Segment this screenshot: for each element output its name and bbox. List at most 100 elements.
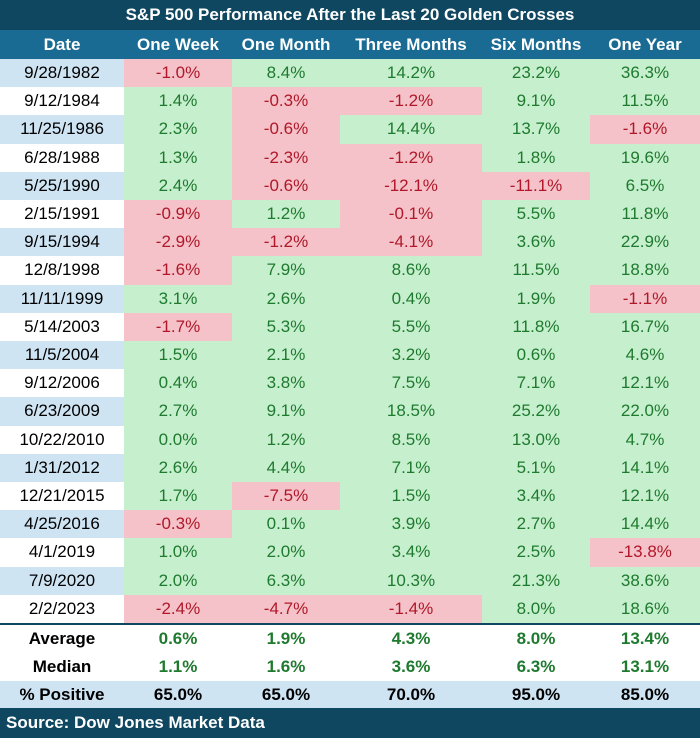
summary-value-positive: 85.0% — [590, 681, 700, 708]
return-cell: 10.3% — [340, 566, 482, 595]
return-cell: 8.5% — [340, 425, 482, 454]
return-cell: 13.7% — [482, 115, 590, 144]
column-header-one-year: One Year — [590, 30, 700, 59]
table-title: S&P 500 Performance After the Last 20 Go… — [0, 0, 700, 30]
return-cell: 4.4% — [232, 453, 340, 482]
return-cell: 1.2% — [232, 200, 340, 229]
return-cell: 1.0% — [124, 538, 232, 567]
return-cell: 0.4% — [124, 369, 232, 398]
return-cell: 0.0% — [124, 425, 232, 454]
return-cell: -12.1% — [340, 171, 482, 200]
return-cell: -2.4% — [124, 594, 232, 623]
return-cell: -0.9% — [124, 200, 232, 229]
return-cell: 8.6% — [340, 256, 482, 285]
row-date-cell: 5/14/2003 — [0, 312, 124, 341]
return-cell: -13.8% — [590, 538, 700, 567]
return-cell: 2.7% — [124, 397, 232, 426]
return-cell: -0.6% — [232, 171, 340, 200]
return-cell: 1.9% — [482, 284, 590, 313]
return-cell: 7.9% — [232, 256, 340, 285]
return-cell: 14.4% — [340, 115, 482, 144]
column-header-six-months: Six Months — [482, 30, 590, 59]
row-date-cell: 4/1/2019 — [0, 538, 124, 567]
summary-value-median: 13.1% — [620, 657, 670, 676]
summary-value-average: 1.9% — [266, 629, 306, 648]
return-cell: 2.1% — [232, 341, 340, 370]
return-cell: -0.3% — [124, 510, 232, 539]
return-cell: 19.6% — [590, 143, 700, 172]
return-cell: 5.1% — [482, 453, 590, 482]
return-cell: -1.6% — [590, 115, 700, 144]
return-cell: 4.7% — [590, 425, 700, 454]
return-cell: -1.7% — [124, 312, 232, 341]
summary-value-positive: 70.0% — [340, 681, 482, 708]
return-cell: 18.6% — [590, 594, 700, 623]
summary-label-average: Average — [28, 629, 96, 648]
return-cell: 7.5% — [340, 369, 482, 398]
summary-value-average: 4.3% — [391, 629, 431, 648]
row-date-cell: 1/31/2012 — [0, 453, 124, 482]
summary-label-positive: % Positive — [0, 681, 124, 708]
row-date-cell: 6/28/1988 — [0, 143, 124, 172]
row-date-cell: 11/11/1999 — [0, 284, 124, 313]
return-cell: -0.3% — [232, 87, 340, 116]
return-cell: 8.0% — [482, 594, 590, 623]
return-cell: 2.5% — [482, 538, 590, 567]
return-cell: 1.5% — [124, 341, 232, 370]
return-cell: -1.1% — [590, 284, 700, 313]
return-cell: -2.3% — [232, 143, 340, 172]
return-cell: 7.1% — [340, 453, 482, 482]
return-cell: 4.6% — [590, 341, 700, 370]
return-cell: 2.6% — [232, 284, 340, 313]
row-date-cell: 12/8/1998 — [0, 256, 124, 285]
summary-value-positive: 65.0% — [232, 681, 340, 708]
return-cell: 0.1% — [232, 510, 340, 539]
return-cell: 22.9% — [590, 228, 700, 257]
summary-value-positive: 95.0% — [482, 681, 590, 708]
summary-value-average: 8.0% — [516, 629, 556, 648]
return-cell: 23.2% — [482, 59, 590, 88]
return-cell: 1.3% — [124, 143, 232, 172]
return-cell: -0.1% — [340, 200, 482, 229]
row-date-cell: 4/25/2016 — [0, 510, 124, 539]
summary-value-median: 6.3% — [516, 657, 556, 676]
return-cell: 2.3% — [124, 115, 232, 144]
column-header-one-month: One Month — [232, 30, 340, 59]
row-date-cell: 6/23/2009 — [0, 397, 124, 426]
return-cell: 6.3% — [232, 566, 340, 595]
return-cell: 7.1% — [482, 369, 590, 398]
row-date-cell: 5/25/1990 — [0, 171, 124, 200]
return-cell: 3.4% — [482, 482, 590, 511]
row-date-cell: 2/15/1991 — [0, 200, 124, 229]
summary-value-average: 13.4% — [620, 629, 670, 648]
return-cell: -1.2% — [340, 87, 482, 116]
row-date-cell: 7/9/2020 — [0, 566, 124, 595]
row-date-cell: 10/22/2010 — [0, 425, 124, 454]
return-cell: 12.1% — [590, 369, 700, 398]
return-cell: 6.5% — [590, 171, 700, 200]
return-cell: 2.0% — [232, 538, 340, 567]
return-cell: 1.4% — [124, 87, 232, 116]
row-date-cell: 11/25/1986 — [0, 115, 124, 144]
return-cell: 11.5% — [590, 87, 700, 116]
summary-value-median: 1.6% — [266, 657, 306, 676]
return-cell: 2.7% — [482, 510, 590, 539]
return-cell: 1.2% — [232, 425, 340, 454]
row-date-cell: 9/12/2006 — [0, 369, 124, 398]
summary-label-median: Median — [32, 657, 92, 676]
return-cell: 18.8% — [590, 256, 700, 285]
return-cell: 1.7% — [124, 482, 232, 511]
return-cell: 1.5% — [340, 482, 482, 511]
return-cell: 14.2% — [340, 59, 482, 88]
return-cell: 14.4% — [590, 510, 700, 539]
return-cell: 8.4% — [232, 59, 340, 88]
return-cell: -1.2% — [340, 143, 482, 172]
row-date-cell: 11/5/2004 — [0, 341, 124, 370]
return-cell: 5.5% — [340, 312, 482, 341]
return-cell: 11.5% — [482, 256, 590, 285]
summary-divider — [0, 623, 700, 625]
return-cell: -1.4% — [340, 594, 482, 623]
summary-value-median: 1.1% — [158, 657, 198, 676]
return-cell: -1.6% — [124, 256, 232, 285]
